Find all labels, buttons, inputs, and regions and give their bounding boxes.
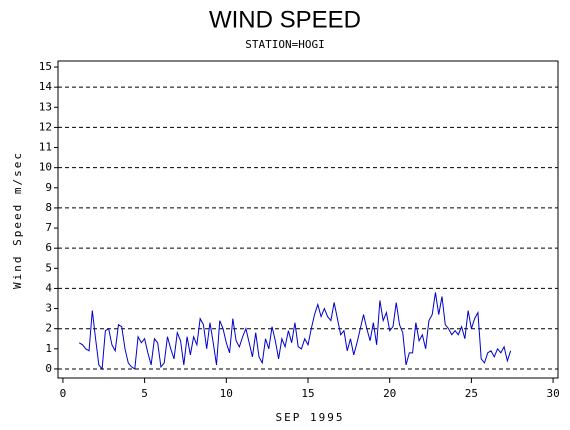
y-axis-label: Wind Speed m/sec xyxy=(11,151,24,289)
y-tick-label: 14 xyxy=(39,80,53,93)
y-tick-label: 1 xyxy=(45,342,52,355)
x-tick-label: 25 xyxy=(465,387,478,400)
y-tick-label: 9 xyxy=(45,181,52,194)
y-tick-label: 7 xyxy=(45,221,52,234)
y-tick-label: 15 xyxy=(39,60,52,73)
x-tick-label: 20 xyxy=(383,387,396,400)
y-tick-label: 0 xyxy=(45,362,52,375)
y-tick-label: 10 xyxy=(39,161,52,174)
y-tick-label: 3 xyxy=(45,302,52,315)
x-axis-label: SEP 1995 xyxy=(276,411,345,424)
y-tick-label: 5 xyxy=(45,261,52,274)
x-tick-label: 30 xyxy=(546,387,559,400)
chart-subtitle: STATION=HOGI xyxy=(245,38,324,51)
y-tick-label: 8 xyxy=(45,201,52,214)
y-tick-label: 12 xyxy=(39,120,52,133)
chart-title: WIND SPEED xyxy=(209,6,361,33)
y-tick-label: 4 xyxy=(45,281,52,294)
x-tick-label: 5 xyxy=(141,387,148,400)
y-tick-label: 2 xyxy=(45,322,52,335)
plot-frame xyxy=(57,60,559,379)
y-tick-label: 6 xyxy=(45,241,52,254)
x-tick-label: 10 xyxy=(220,387,233,400)
y-tick-label: 11 xyxy=(39,141,52,154)
x-tick-label: 15 xyxy=(301,387,314,400)
line-series xyxy=(78,292,512,371)
y-tick-label: 13 xyxy=(39,100,52,113)
x-tick-label: 0 xyxy=(60,387,67,400)
